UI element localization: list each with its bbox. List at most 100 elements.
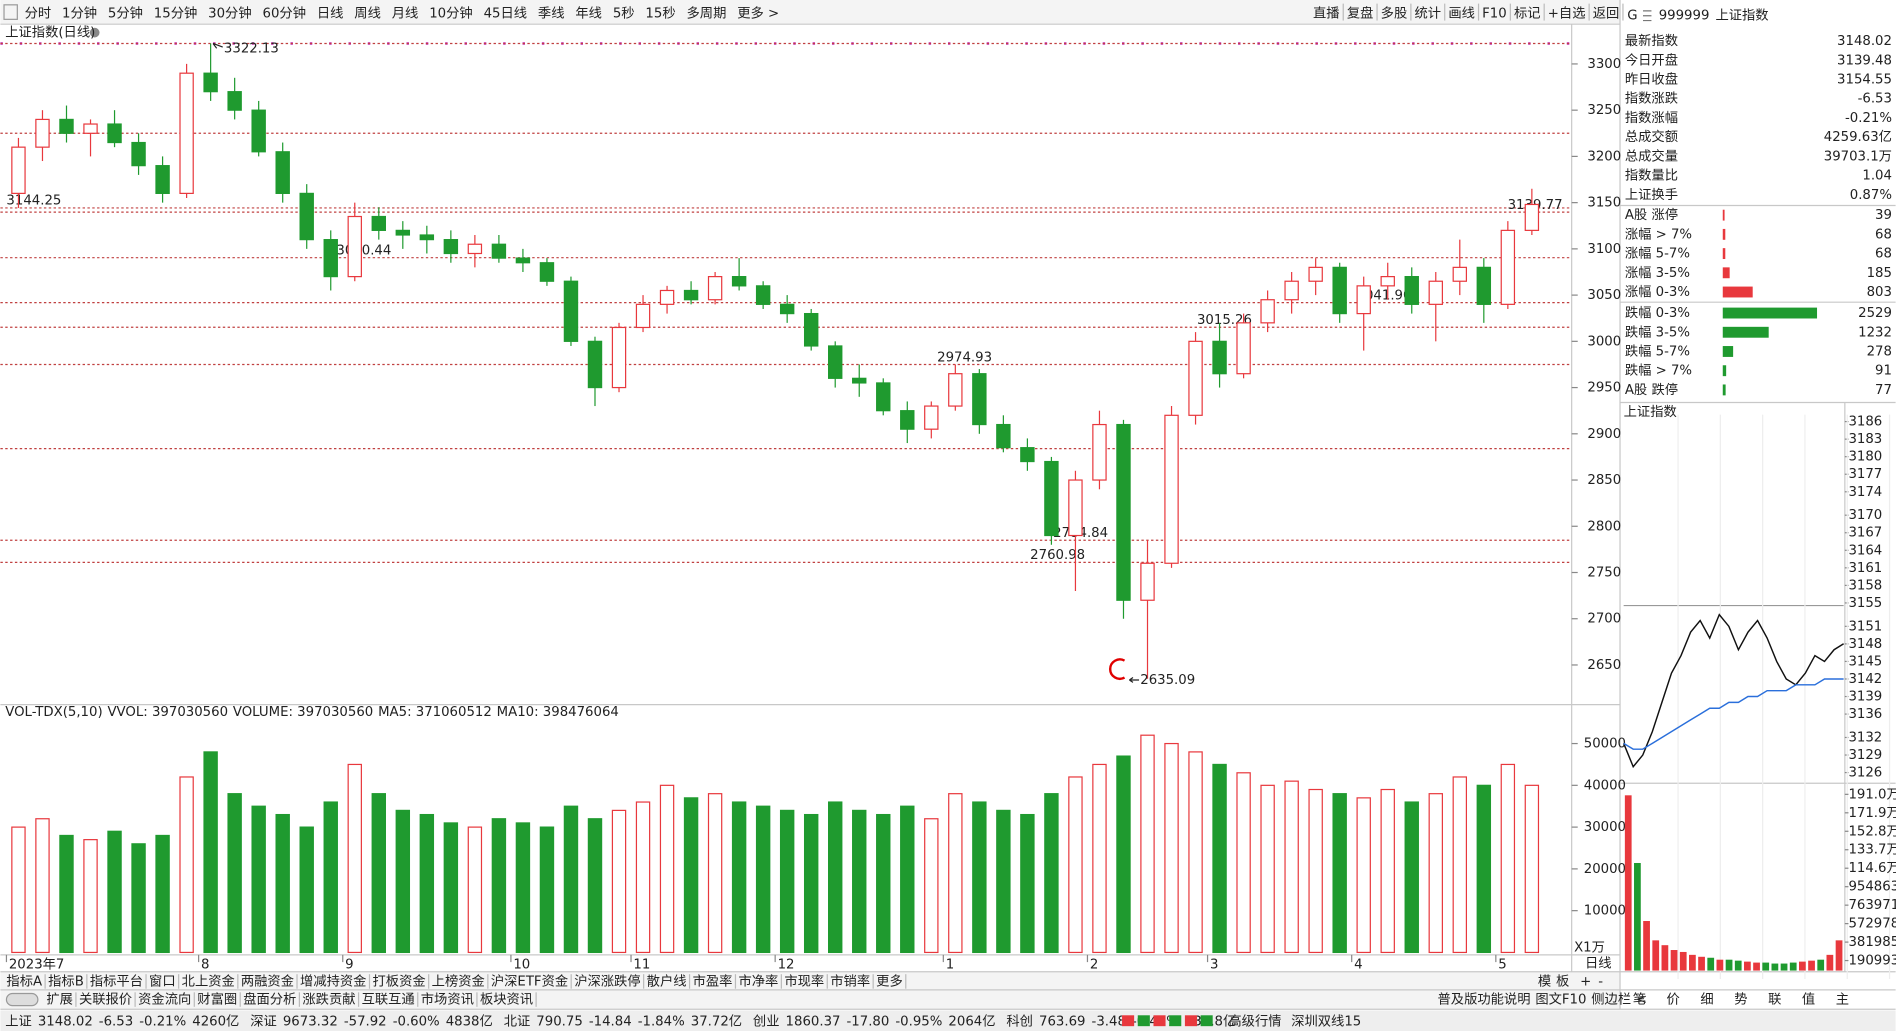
tool-button[interactable]: 直播 xyxy=(1313,5,1340,21)
extension-tab[interactable]: 市场资讯 xyxy=(421,991,474,1008)
extension-tab[interactable]: 涨跌贡献 xyxy=(302,992,355,1008)
side-link[interactable]: < xyxy=(1636,993,1647,1008)
extension-tab[interactable]: 互联互通 xyxy=(362,992,415,1008)
extension-tab[interactable]: 财富圈 xyxy=(197,991,237,1008)
indicator-tab[interactable]: 更多 xyxy=(876,972,903,989)
tool-button[interactable]: F10 xyxy=(1482,6,1507,21)
level-label: 2974.93 xyxy=(937,350,992,365)
period-tab[interactable]: 30分钟 xyxy=(208,4,251,21)
period-tab[interactable]: 5分钟 xyxy=(108,4,143,21)
side-tab[interactable]: 势 xyxy=(1734,992,1747,1008)
status-item: 763.69 xyxy=(1039,1014,1085,1029)
candle-body xyxy=(900,410,915,430)
y-tick-label: 2850 xyxy=(1587,473,1621,488)
tool-button[interactable]: 统计 xyxy=(1415,5,1442,21)
indicator-tab[interactable]: 上榜资金 xyxy=(432,972,485,989)
status-item: -0.21% xyxy=(139,1014,186,1029)
y-tick-label: 3142 xyxy=(1848,672,1882,687)
tool-button[interactable]: 多股 xyxy=(1381,4,1408,21)
tool-button[interactable]: 画线 xyxy=(1448,5,1475,21)
y-tick-label: 3186 xyxy=(1848,415,1882,430)
extension-tab[interactable]: 关联报价 xyxy=(79,992,132,1008)
zoom-button[interactable]: - xyxy=(1598,974,1603,989)
period-tab[interactable]: 更多 > xyxy=(737,4,779,21)
template-button[interactable]: 板 xyxy=(1556,973,1569,989)
y-tick-label: 3164 xyxy=(1848,543,1882,558)
extension-tab[interactable]: 扩展 xyxy=(46,992,73,1008)
period-tab[interactable]: 年线 xyxy=(575,5,602,21)
period-tab[interactable]: 日线 xyxy=(317,5,344,21)
side-link[interactable]: 侧边栏 xyxy=(1591,992,1631,1008)
breadth-label: 涨幅 0-3% xyxy=(1625,284,1690,300)
status-item: 790.75 xyxy=(536,1014,582,1029)
period-tab[interactable]: 季线 xyxy=(538,5,565,21)
side-tab[interactable]: 联 xyxy=(1768,992,1781,1008)
volume-bar xyxy=(395,809,411,954)
period-tab[interactable]: 分时 xyxy=(25,5,52,21)
status-link[interactable]: 高级行情 xyxy=(1228,1012,1281,1029)
candle-body xyxy=(996,423,1011,449)
indicator-tab[interactable]: 市净率 xyxy=(738,972,778,989)
side-tab[interactable]: 笔 xyxy=(1633,992,1646,1008)
indicator-tab[interactable]: 打板资金 xyxy=(373,973,426,989)
period-tab[interactable]: 多周期 xyxy=(687,4,727,21)
tool-button[interactable]: 复盘 xyxy=(1347,4,1374,21)
breadth-label: 涨幅 3-5% xyxy=(1625,265,1690,281)
candle-body xyxy=(1332,266,1347,315)
side-link[interactable]: 图文F10 xyxy=(1535,992,1586,1008)
indicator-tab[interactable]: 沪深ETF资金 xyxy=(491,973,568,989)
side-tab[interactable]: 价 xyxy=(1667,993,1680,1008)
indicator-tab[interactable]: 市盈率 xyxy=(693,972,733,989)
period-tab[interactable]: 15秒 xyxy=(645,5,675,21)
indicator-tab[interactable]: 增减持资金 xyxy=(300,973,366,989)
indicator-tab[interactable]: 散户线 xyxy=(647,972,687,989)
indicator-tab[interactable]: 沪深涨跌停 xyxy=(574,972,640,989)
candle-body xyxy=(828,345,843,379)
zoom-button[interactable]: + xyxy=(1580,974,1591,989)
side-tab[interactable]: 主 xyxy=(1836,992,1849,1008)
y-tick-label: 3150 xyxy=(1587,196,1621,211)
volume-bar xyxy=(179,776,194,954)
indicator-tab[interactable]: 市销率 xyxy=(830,972,870,989)
extension-tab[interactable]: 盘面分析 xyxy=(243,991,296,1008)
volume-bar xyxy=(1260,784,1275,954)
intraday-volume-bar xyxy=(1725,959,1733,971)
extension-tab[interactable]: 板块资讯 xyxy=(480,992,533,1008)
indicator-tab[interactable]: 指标平台 xyxy=(90,973,143,989)
side-tab[interactable]: 值 xyxy=(1802,992,1815,1008)
period-tab[interactable]: 45日线 xyxy=(484,5,527,21)
status-link[interactable]: 深圳双线15 xyxy=(1291,1013,1361,1029)
period-tab[interactable]: 1分钟 xyxy=(62,4,97,21)
tool-button[interactable]: 标记 xyxy=(1514,5,1541,21)
side-link[interactable]: 普及版功能说明 xyxy=(1438,992,1531,1008)
volume-bar xyxy=(587,818,603,954)
period-tab[interactable]: 15分钟 xyxy=(154,4,197,21)
toggle[interactable] xyxy=(5,992,39,1007)
tool-button[interactable]: +自选 xyxy=(1548,5,1586,21)
period-tab[interactable]: 60分钟 xyxy=(263,4,306,21)
breadth-value: 185 xyxy=(1867,266,1892,281)
status-item: -0.95% xyxy=(895,1014,942,1029)
indicator-tab[interactable]: 窗口 xyxy=(149,972,176,989)
side-tab[interactable]: 细 xyxy=(1700,992,1713,1008)
breadth-bar xyxy=(1722,286,1753,298)
period-tab[interactable]: 周线 xyxy=(354,5,381,21)
indicator-tab[interactable]: 两融资金 xyxy=(241,973,294,989)
period-tab[interactable]: 5秒 xyxy=(613,5,635,21)
tool-button[interactable]: 返回 xyxy=(1593,5,1620,21)
title-icon[interactable] xyxy=(89,27,100,38)
candle-body xyxy=(323,239,338,278)
extension-tab[interactable]: 资金流向 xyxy=(138,992,191,1008)
period-tab[interactable]: 月线 xyxy=(392,5,419,21)
period-tab[interactable]: 10分钟 xyxy=(429,4,472,21)
candle-body xyxy=(515,257,531,264)
volume-bar xyxy=(107,830,122,954)
volume-bar xyxy=(323,801,338,954)
status-item: 创业 xyxy=(753,1013,780,1029)
indicator-tab[interactable]: 指标A xyxy=(6,973,42,989)
template-button[interactable]: 模 xyxy=(1538,973,1551,989)
indicator-tab[interactable]: 市现率 xyxy=(784,972,824,989)
menu-icon[interactable] xyxy=(3,4,18,20)
indicator-tab[interactable]: 指标B xyxy=(48,973,84,989)
indicator-tab[interactable]: 北上资金 xyxy=(182,973,235,989)
